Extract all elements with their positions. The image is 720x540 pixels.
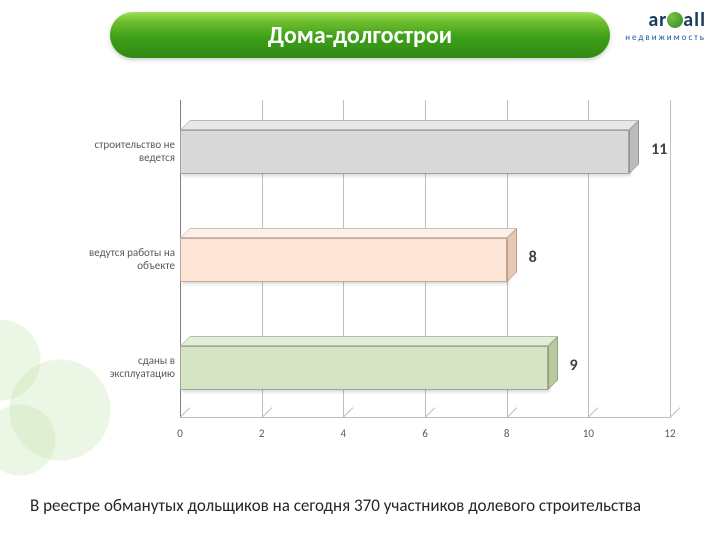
logo-subtitle: недвижимость: [625, 32, 706, 43]
x-tick-label: 10: [583, 427, 594, 440]
x-tick-label: 12: [664, 427, 675, 440]
logo: arall недвижимость: [625, 8, 706, 43]
category-label: строительство не ведется: [75, 138, 175, 164]
x-tick-label: 6: [422, 427, 428, 440]
bar-side-face: [629, 120, 639, 174]
category-label: сданы в эксплуатацию: [75, 354, 175, 380]
chart: 0 2 4 6 8 10 12 строительство не ведется 11 ведут…: [70, 100, 690, 480]
plot-area: 024681012строительство не ведется11ведут…: [180, 100, 670, 440]
x-tick-label: 2: [259, 427, 265, 440]
bar-top-face: [180, 336, 558, 346]
bar: [180, 130, 629, 174]
depth-line: [670, 407, 681, 418]
footer-text: В реестре обманутых дольщиков на сегодня…: [30, 495, 690, 516]
page-title: Дома-долгострои: [268, 21, 452, 50]
logo-ball-icon: [667, 12, 683, 28]
logo-text-2: all: [683, 8, 706, 32]
x-tick-label: 8: [504, 427, 510, 440]
bar-side-face: [507, 228, 517, 282]
category-label: ведутся работы на объекте: [75, 246, 175, 272]
bar-top-face: [180, 228, 517, 238]
bar: [180, 238, 507, 282]
bar-value-label: 8: [529, 248, 537, 267]
gridline: [670, 100, 671, 418]
bar-side-face: [548, 336, 558, 390]
bar-value-label: 9: [570, 356, 578, 375]
logo-text-1: ar: [648, 8, 667, 32]
bar: [180, 346, 548, 390]
bar-top-face: [180, 120, 639, 130]
title-banner: Дома-долгострои: [110, 12, 610, 58]
bar-value-label: 11: [651, 140, 667, 159]
x-tick-label: 4: [341, 427, 347, 440]
x-tick-label: 0: [177, 427, 183, 440]
